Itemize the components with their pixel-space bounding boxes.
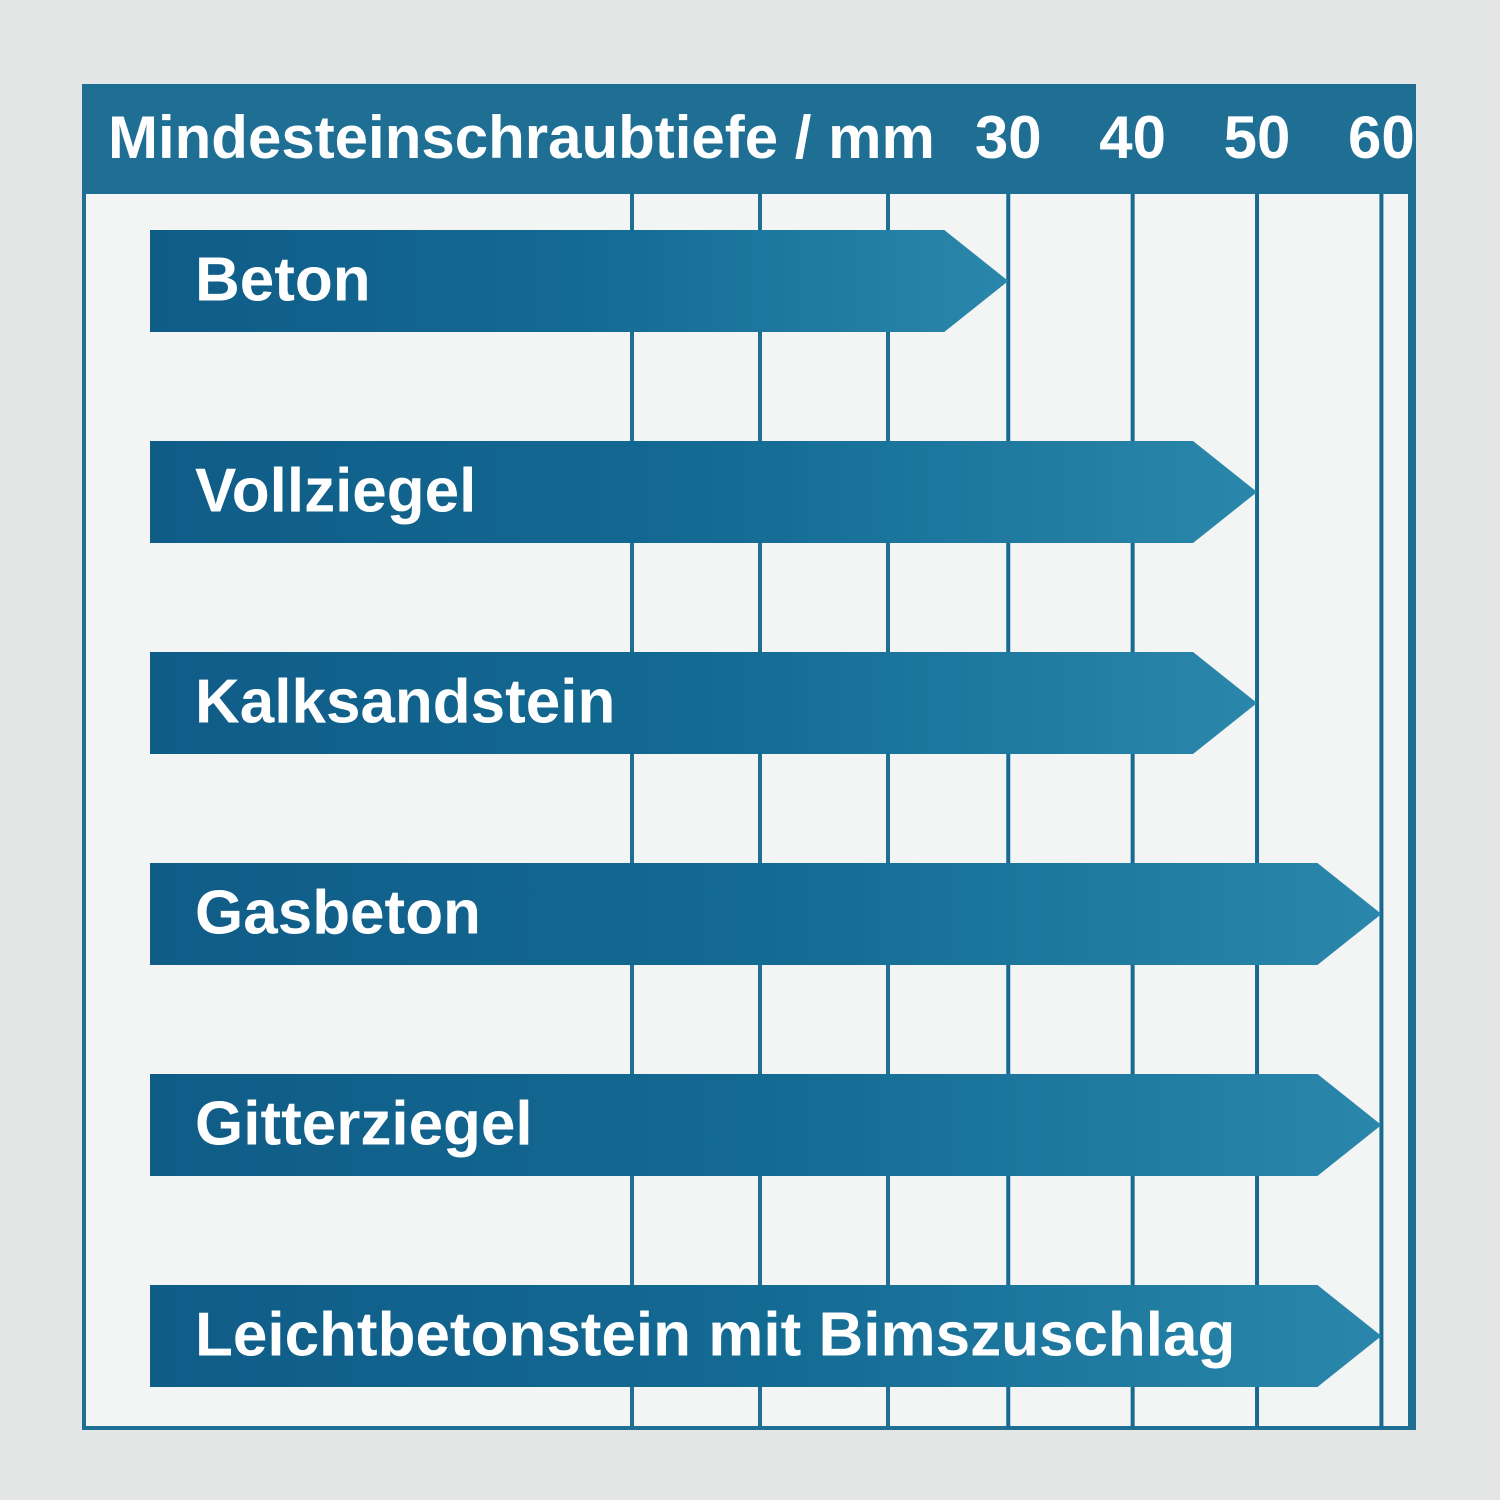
x-tick-label: 50 — [1224, 104, 1291, 171]
arrow-bar — [150, 230, 1009, 332]
x-tick-label: 30 — [975, 104, 1042, 171]
bar-label: Kalksandstein — [195, 667, 615, 736]
chart-title: Mindesteinschraubtiefe / mm — [108, 104, 935, 171]
arrow-bar — [150, 1285, 1382, 1387]
bar-label: Leichtbetonstein mit Bimszuschlag — [195, 1300, 1235, 1369]
x-tick-label: 40 — [1099, 104, 1166, 171]
bar-label: Beton — [195, 245, 371, 314]
x-tick-label: 60 — [1348, 104, 1415, 171]
arrow-bar — [150, 863, 1382, 965]
bar-label: Gasbeton — [195, 878, 481, 947]
arrow-bar — [150, 1074, 1382, 1176]
header-band — [84, 86, 1414, 194]
arrow-bar — [150, 441, 1258, 543]
bar-label: Gitterziegel — [195, 1089, 533, 1158]
bar-label: Vollziegel — [195, 456, 476, 525]
arrow-bar — [150, 652, 1258, 754]
extra-grid — [630, 194, 1412, 1428]
